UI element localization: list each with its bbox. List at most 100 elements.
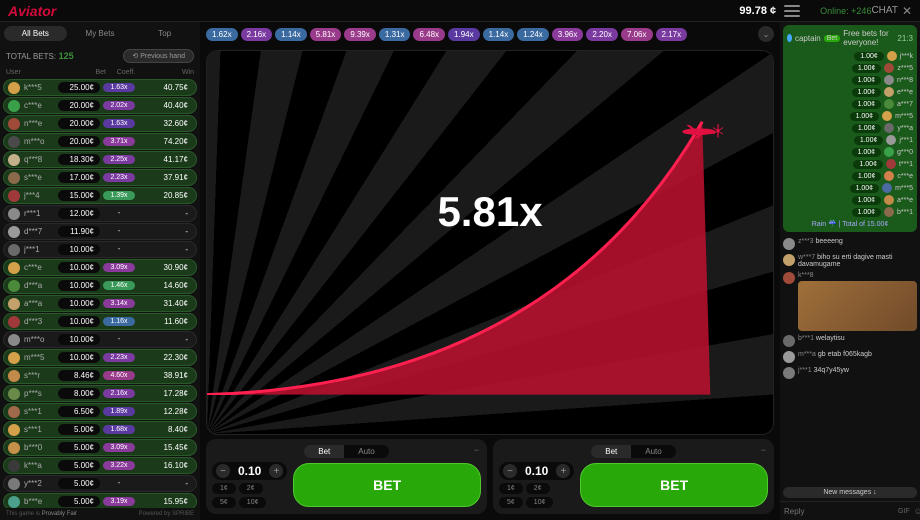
bet-row: k***a5.00¢3.22x16.10¢	[3, 457, 197, 474]
quick-bet[interactable]: 10¢	[526, 497, 554, 508]
avatar	[8, 118, 20, 130]
avatar	[8, 262, 20, 274]
chat-message: k***8	[783, 272, 917, 331]
history-expand-icon[interactable]: ⌄	[758, 26, 774, 42]
decrease-button[interactable]: −	[503, 464, 517, 478]
bet-amount: 8.00¢	[58, 388, 100, 399]
history-chip[interactable]: 1.14x	[275, 28, 307, 41]
bet-button[interactable]: BET	[293, 463, 481, 507]
bp-tab-bet[interactable]: Bet	[304, 445, 344, 458]
bet-coef: 3.09x	[103, 263, 135, 272]
avatar	[8, 334, 20, 346]
quick-bet[interactable]: 5¢	[499, 497, 523, 508]
bet-win: 16.10¢	[135, 461, 192, 470]
avatar	[8, 460, 20, 472]
username: s***1	[24, 407, 58, 416]
bet-win: 32.60¢	[135, 119, 192, 128]
bet-row: m***o10.00¢--	[3, 331, 197, 348]
bets-list[interactable]: k***525.00¢1.63x40.75¢c***e20.00¢2.02x40…	[0, 78, 200, 508]
history-chip[interactable]: 1.62x	[206, 28, 238, 41]
avatar	[8, 190, 20, 202]
bp-minus-icon[interactable]: −	[761, 445, 766, 455]
bet-button[interactable]: BET	[580, 463, 768, 507]
bet-amount: 10.00¢	[58, 262, 100, 273]
avatar	[8, 172, 20, 184]
bet-row: r***112.00¢--	[3, 205, 197, 222]
bet-row: m***510.00¢2.23x22.30¢	[3, 349, 197, 366]
bet-amount: 25.00¢	[58, 82, 100, 93]
quick-bet[interactable]: 5¢	[212, 497, 236, 508]
bet-amount: 10.00¢	[58, 316, 100, 327]
history-chip[interactable]: 2.16x	[241, 28, 273, 41]
history-chip[interactable]: 1.14x	[483, 28, 515, 41]
username: b***0	[24, 443, 58, 452]
history-chip[interactable]: 1.31x	[379, 28, 411, 41]
history-chip[interactable]: 2.20x	[586, 28, 618, 41]
history-chip[interactable]: 5.81x	[310, 28, 342, 41]
rain-item: 1.00¢j***1	[787, 135, 913, 145]
rain-captain: captain	[795, 34, 821, 43]
history-chip[interactable]: 1.24x	[517, 28, 549, 41]
bets-header: UserBetCoeff.Win	[0, 67, 200, 78]
bet-amount: 18.30¢	[58, 154, 100, 165]
quick-bet[interactable]: 10¢	[239, 497, 267, 508]
bet-coef: 3.09x	[103, 443, 135, 452]
bet-amount: 5.00¢	[58, 442, 100, 453]
tab-my-bets[interactable]: My Bets	[69, 26, 132, 41]
bet-amount: 15.00¢	[58, 190, 100, 201]
bet-coef: 4.60x	[103, 371, 135, 380]
history-chip[interactable]: 7.06x	[621, 28, 653, 41]
chat-message: j***1 34q7y45yw	[783, 367, 917, 379]
bet-panels: BetAuto−−0.10+1¢2¢5¢10¢BETBetAuto−−0.10+…	[200, 439, 780, 520]
new-messages-button[interactable]: New messages ↓	[783, 487, 917, 498]
increase-button[interactable]: +	[556, 464, 570, 478]
bet-coef: 1.46x	[103, 281, 135, 290]
chat-message: m***a gb etab f065kagb	[783, 351, 917, 363]
username: d***7	[24, 227, 58, 236]
history-chip[interactable]: 3.96x	[552, 28, 584, 41]
tab-all-bets[interactable]: All Bets	[4, 26, 67, 41]
chat-input[interactable]	[784, 507, 894, 516]
emoji-icon[interactable]: ☺	[914, 506, 920, 516]
avatar	[8, 136, 20, 148]
avatar	[8, 388, 20, 400]
username: m***5	[24, 353, 58, 362]
history-chip[interactable]: 6.48x	[413, 28, 445, 41]
decrease-button[interactable]: −	[216, 464, 230, 478]
bet-coef: 2.23x	[103, 173, 135, 182]
quick-bet[interactable]: 1¢	[499, 483, 523, 494]
history-chip[interactable]: 1.94x	[448, 28, 480, 41]
quick-bet[interactable]: 1¢	[212, 483, 236, 494]
bp-minus-icon[interactable]: −	[474, 445, 479, 455]
logo: Aviator	[8, 3, 56, 19]
bet-win: 38.91¢	[135, 371, 192, 380]
balance: 99.78 ¢	[739, 5, 776, 17]
history-chip[interactable]: 2.17x	[656, 28, 688, 41]
rain-item: 1.00¢m***5	[787, 111, 913, 121]
menu-icon[interactable]	[784, 5, 800, 17]
gif-icon[interactable]: GIF	[898, 508, 910, 515]
bp-tab-auto[interactable]: Auto	[344, 445, 388, 458]
quick-bet[interactable]: 2¢	[526, 483, 550, 494]
bet-amount: 10.00¢	[58, 280, 100, 291]
bp-tab-bet[interactable]: Bet	[591, 445, 631, 458]
bp-tab-auto[interactable]: Auto	[631, 445, 675, 458]
avatar	[783, 367, 795, 379]
bet-win: 11.60¢	[135, 317, 192, 326]
bet-row: j***110.00¢--	[3, 241, 197, 258]
quick-bet[interactable]: 2¢	[239, 483, 263, 494]
bet-coef: 3.71x	[103, 137, 135, 146]
chat-panel: captain Bet Free bets for everyone! 21:3…	[780, 22, 920, 520]
chat-messages[interactable]: z***3 beeeengw***7 biho su erti dagive m…	[780, 235, 920, 484]
close-icon[interactable]: ✕	[902, 4, 912, 18]
username: d***a	[24, 281, 58, 290]
history-chip[interactable]: 9.39x	[344, 28, 376, 41]
tab-top[interactable]: Top	[133, 26, 196, 41]
bet-row: b***e5.00¢3.19x15.95¢	[3, 493, 197, 508]
online-count: Online: +246	[820, 6, 871, 16]
avatar	[8, 370, 20, 382]
username: q***8	[24, 155, 58, 164]
bet-coef: -	[103, 209, 135, 218]
increase-button[interactable]: +	[269, 464, 283, 478]
previous-hand-button[interactable]: ⟲ Previous hand	[123, 49, 194, 63]
